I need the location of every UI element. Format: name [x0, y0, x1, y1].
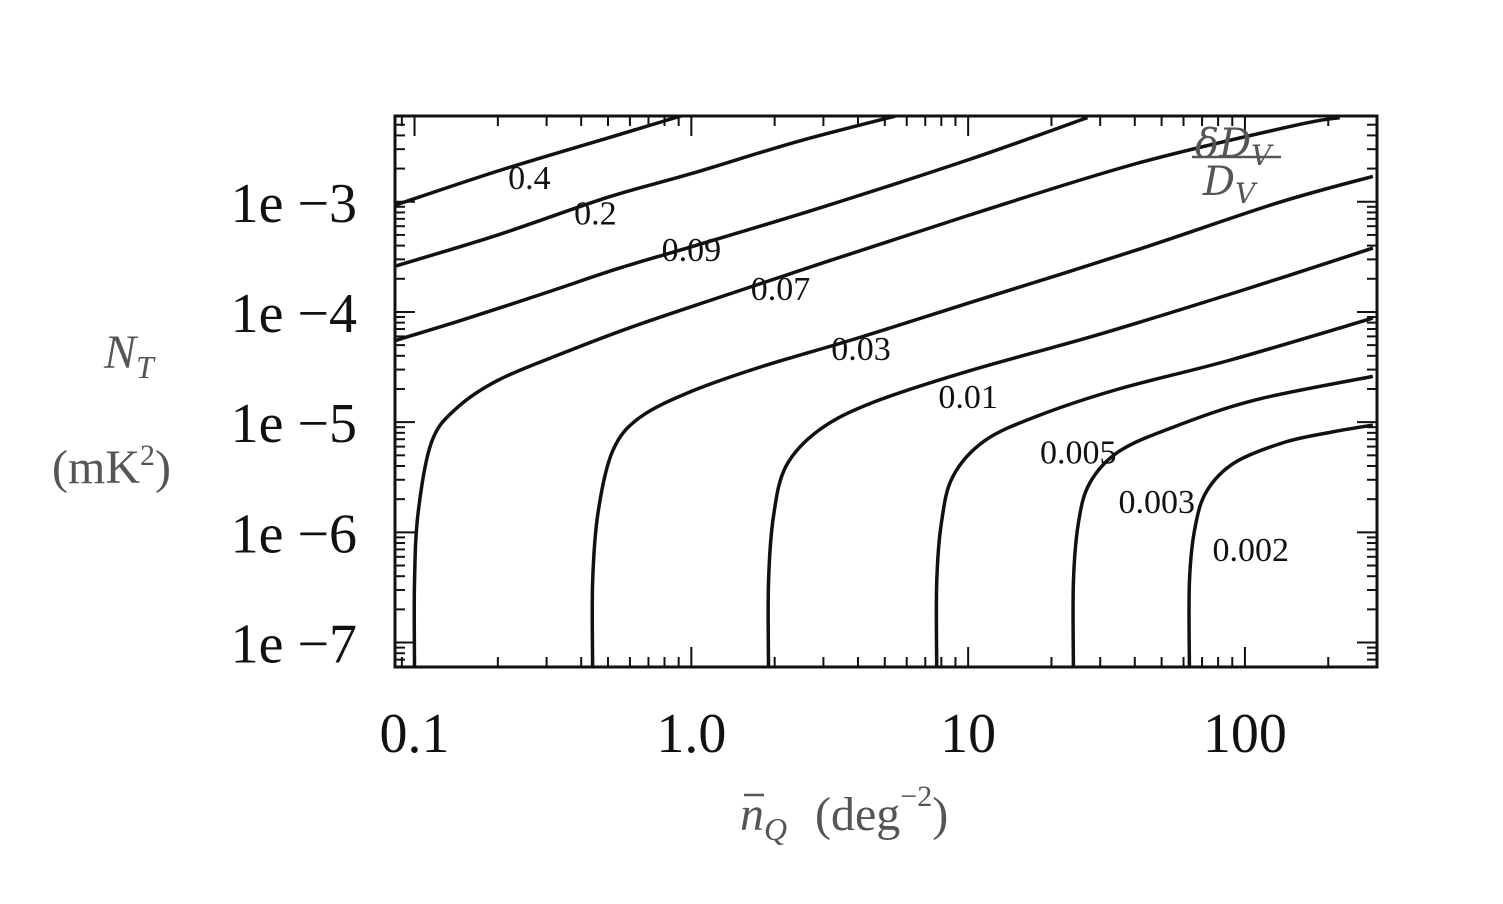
contour-line-0.002	[1187, 423, 1374, 667]
y-tick-label: 1e −3	[231, 173, 357, 235]
contour-label-0.07: 0.07	[751, 271, 811, 308]
x-axis-unit: (deg−2)	[815, 780, 948, 841]
tick-labels: 0.1 1.0 10 100 1e −3 1e −4 1e −5 1e −6 1e −7	[231, 173, 1287, 765]
x-axis-symbol: nQ	[740, 788, 787, 847]
x-tick-label: 0.1	[380, 703, 450, 765]
contour-label-0.002: 0.002	[1213, 532, 1290, 569]
y-tick-label: 1e −6	[231, 503, 357, 565]
contour-line-0.4	[395, 116, 688, 207]
x-tick-label: 100	[1203, 703, 1287, 765]
y-tick-label: 1e −7	[231, 614, 357, 676]
x-tick-label: 1.0	[656, 703, 726, 765]
contour-label-0.03: 0.03	[831, 331, 891, 368]
contour-quantity-denominator: DV	[1202, 159, 1258, 210]
contour-line-0.09	[395, 116, 1089, 343]
contour-line-0.03	[590, 174, 1374, 667]
contour-quantity-numerator: δDV	[1195, 121, 1274, 172]
y-axis-symbol: NT	[103, 326, 156, 385]
contour-quantity-label: δDV DV	[1192, 121, 1281, 210]
axis-ticks	[395, 115, 1378, 668]
contour-label-0.01: 0.01	[938, 379, 998, 416]
contour-line-0.01	[766, 246, 1374, 667]
contour-line-0.005	[934, 316, 1374, 667]
x-axis-label: nQ (deg−2)	[740, 780, 948, 847]
contour-line-0.003	[1071, 374, 1374, 667]
y-tick-label: 1e −4	[231, 283, 357, 345]
contour-line-0.2	[395, 116, 904, 268]
y-axis-unit: (mK2)	[52, 439, 171, 494]
contour-label-0.003: 0.003	[1118, 484, 1195, 521]
contour-label-0.09: 0.09	[662, 232, 722, 269]
contour-line-0.07	[412, 116, 1341, 667]
plot-frame	[393, 114, 1379, 669]
contour-label-0.4: 0.4	[508, 160, 551, 197]
x-tick-label: 10	[940, 703, 996, 765]
y-tick-label: 1e −5	[231, 393, 357, 455]
contour-label-0.2: 0.2	[574, 196, 617, 233]
y-axis-label: NT (mK2)	[52, 326, 171, 494]
contour-lines	[395, 116, 1374, 667]
contour-label-0.005: 0.005	[1040, 435, 1117, 472]
